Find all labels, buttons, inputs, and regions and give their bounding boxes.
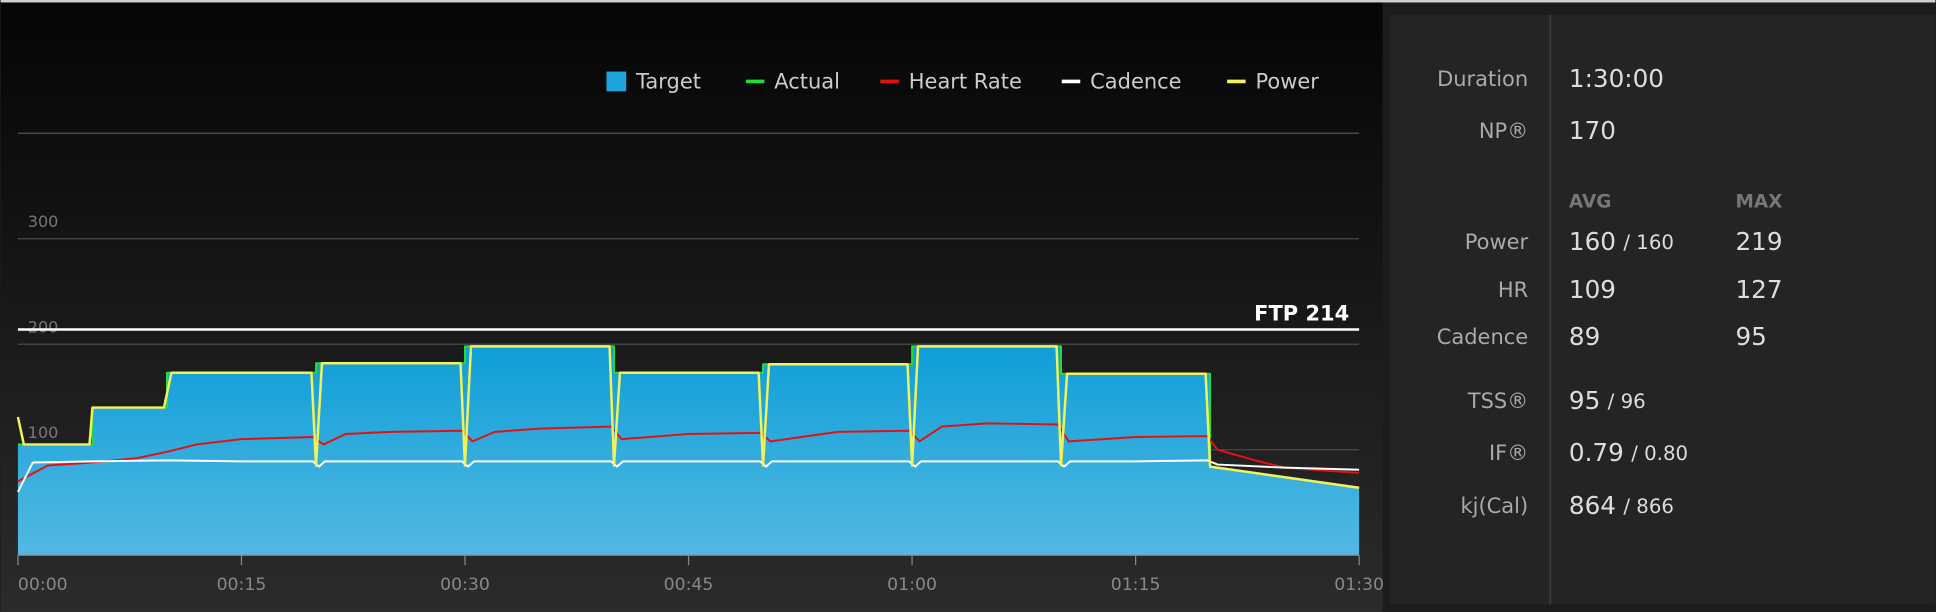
stats-max: 219 — [1735, 227, 1782, 256]
stats-value: 864 / 866 — [1569, 491, 1674, 520]
target-area — [17, 346, 1360, 556]
stats-label: NP® — [1479, 119, 1528, 143]
stats-label: TSS® — [1467, 389, 1528, 413]
series-line — [16, 345, 1360, 489]
stats-header: MAX — [1735, 191, 1782, 212]
stats-value-secondary: / 0.80 — [1631, 442, 1688, 465]
stats-value: 89 — [1569, 322, 1600, 351]
top-strip — [0, 0, 1936, 3]
stats-label: IF® — [1489, 441, 1528, 465]
stats-value: 0.79 / 0.80 — [1569, 438, 1688, 467]
stats-value: 1:30:00 — [1569, 64, 1664, 93]
x-tick-label: 01:30 — [1334, 575, 1384, 595]
stats-label: Cadence — [1437, 325, 1528, 349]
stats-value-main: 0.79 — [1569, 438, 1624, 467]
stats-value: 109 — [1569, 275, 1616, 304]
stats-value-secondary: / 866 — [1623, 495, 1674, 518]
stats-label: kj(Cal) — [1461, 494, 1529, 518]
x-tick-label: 00:30 — [440, 575, 490, 595]
stats-value-main: 170 — [1569, 116, 1616, 145]
stats-header: AVG — [1569, 191, 1612, 212]
x-tick-label: 00:15 — [217, 575, 267, 595]
legend-swatch — [606, 71, 627, 92]
stats-value-main: 1:30:00 — [1569, 64, 1664, 93]
legend-label: Heart Rate — [909, 70, 1022, 94]
stats-value-main: 160 — [1569, 227, 1616, 256]
legend-label: Power — [1255, 70, 1319, 94]
x-tick-label: 00:00 — [18, 575, 68, 595]
stats-value: 160 / 160 — [1569, 227, 1674, 256]
stats-max: 127 — [1735, 275, 1782, 304]
stats-value: 95 / 96 — [1569, 386, 1646, 415]
stats-label: HR — [1498, 278, 1528, 302]
x-tick-label: 01:00 — [887, 575, 937, 595]
y-tick-label: 300 — [28, 212, 59, 231]
series-line — [17, 422, 1360, 483]
stats-value: 170 — [1569, 116, 1616, 145]
series-line — [17, 345, 1360, 489]
stats-max: 95 — [1735, 322, 1766, 351]
stats-label: Duration — [1437, 67, 1528, 91]
legend-label: Cadence — [1090, 70, 1181, 94]
ftp-label: FTP 214 — [1254, 302, 1349, 326]
stats-label: Power — [1465, 230, 1529, 254]
stats-value-secondary: / 96 — [1608, 390, 1646, 413]
stats-value-main: 864 — [1569, 491, 1616, 520]
legend-label: Actual — [774, 70, 840, 94]
stats-value-secondary: / 160 — [1623, 231, 1674, 254]
x-tick-label: 01:15 — [1111, 575, 1161, 595]
stats-value-main: 95 — [1569, 386, 1600, 415]
y-tick-label: 200 — [28, 318, 59, 337]
legend-label: Target — [635, 70, 701, 94]
stats-value-main: 89 — [1569, 322, 1600, 351]
x-tick-label: 00:45 — [664, 575, 714, 595]
stats-value-main: 109 — [1569, 275, 1616, 304]
y-tick-label: 100 — [28, 423, 59, 442]
stats-panel — [1389, 14, 1936, 605]
